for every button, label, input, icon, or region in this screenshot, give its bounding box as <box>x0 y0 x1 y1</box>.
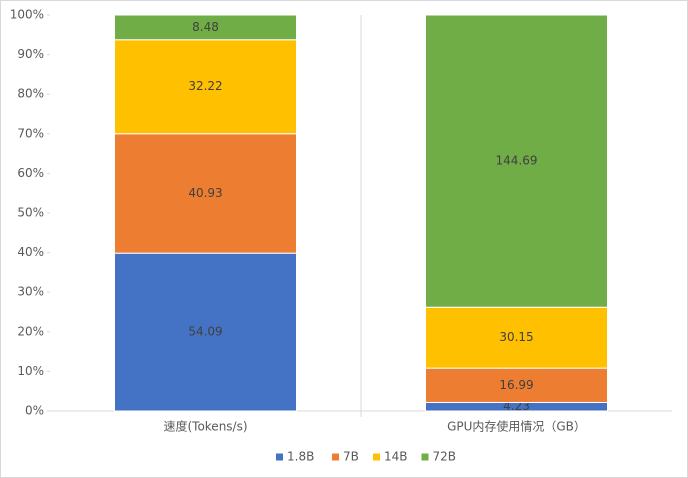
bar-segment <box>425 306 608 369</box>
data-label: 54.09 <box>188 325 222 339</box>
y-tick-label: 70% <box>17 126 44 140</box>
legend-swatch <box>332 453 339 461</box>
legend-label: 72B <box>433 450 457 464</box>
bar-segment <box>425 14 608 308</box>
bar-segment <box>114 39 297 135</box>
bar-segment <box>114 14 297 41</box>
y-tick-label: 100% <box>10 8 44 22</box>
bar-segment <box>114 133 297 254</box>
y-tick-label: 50% <box>17 206 44 220</box>
y-tick-label: 30% <box>17 285 44 299</box>
bar-segment <box>114 252 297 412</box>
bar-segment <box>425 367 608 403</box>
legend-swatch <box>421 453 429 461</box>
data-label: 30.15 <box>499 330 533 344</box>
data-label: 144.69 <box>496 154 538 168</box>
x-tick-label: 速度(Tokens/s) <box>163 419 247 434</box>
y-tick-label: 60% <box>17 166 44 180</box>
legend-label: 1.8B <box>287 450 314 464</box>
y-tick-label: 10% <box>17 364 44 378</box>
y-tick-label: 0% <box>25 404 44 418</box>
x-tick-label: GPU内存使用情况（GB） <box>447 419 586 434</box>
y-tick-label: 80% <box>17 87 44 101</box>
y-tick-label: 40% <box>17 245 44 259</box>
y-tick-label: 20% <box>17 324 44 338</box>
data-label: 32.22 <box>188 79 222 93</box>
legend-swatch <box>276 453 283 461</box>
legend-swatch <box>373 453 380 461</box>
y-tick-label: 90% <box>17 47 44 61</box>
legend-label: 7B <box>343 450 359 464</box>
data-label: 16.99 <box>499 378 533 392</box>
data-label: 40.93 <box>188 186 222 200</box>
data-label: 8.48 <box>192 20 219 34</box>
legend-label: 14B <box>384 450 408 464</box>
